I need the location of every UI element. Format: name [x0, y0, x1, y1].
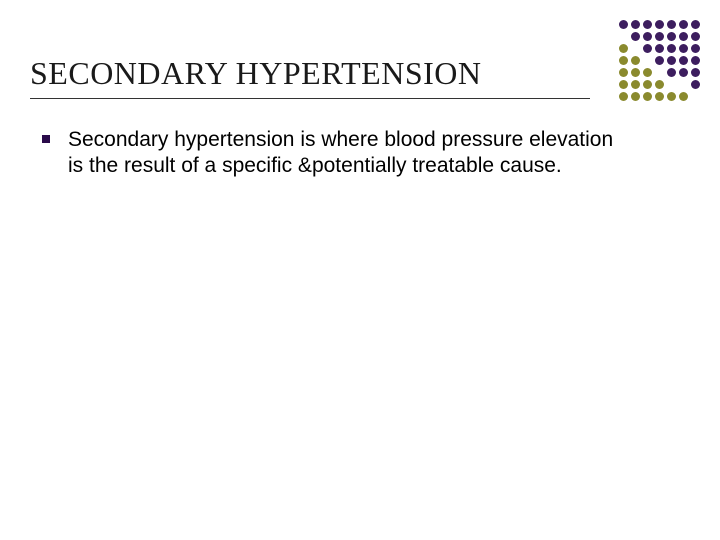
slide-content: Secondary hypertension is where blood pr…	[30, 127, 690, 180]
bullet-text: Secondary hypertension is where blood pr…	[68, 127, 628, 180]
slide-title: SECONDARY HYPERTENSION	[30, 55, 590, 99]
slide: SECONDARY HYPERTENSION Secondary hyperte…	[0, 0, 720, 540]
bullet-item: Secondary hypertension is where blood pr…	[42, 127, 690, 180]
corner-dots-icon	[617, 18, 702, 103]
bullet-icon	[42, 135, 50, 143]
